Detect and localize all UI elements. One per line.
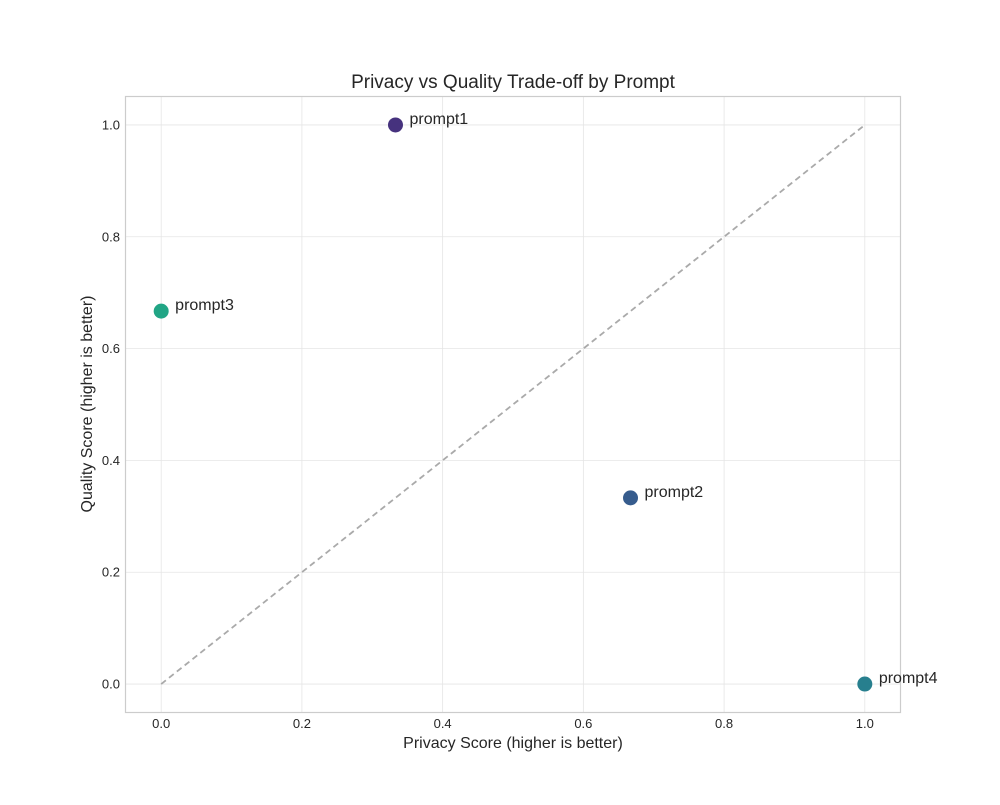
- point-label-prompt4: prompt4: [879, 670, 938, 687]
- x-tick-label: 1.0: [856, 716, 874, 731]
- diagonal-reference-line: [160, 124, 866, 685]
- y-tick-label: 1.0: [102, 117, 120, 132]
- y-tick-label: 0.2: [102, 565, 120, 580]
- reference-line-group: [160, 124, 866, 685]
- x-tick-labels: 0.0 0.2 0.4 0.6 0.8 1.0: [152, 716, 874, 731]
- grid-lines: [126, 97, 900, 712]
- chart-title: Privacy vs Quality Trade-off by Prompt: [351, 72, 676, 93]
- y-axis-label: Quality Score (higher is better): [79, 296, 96, 513]
- plot-frame: [124, 95, 902, 714]
- x-tick-label: 0.4: [434, 716, 452, 731]
- scatter-point-prompt1: [387, 117, 403, 133]
- y-tick-label: 0.4: [102, 453, 120, 468]
- scatter-point-prompt3: [153, 303, 169, 319]
- x-tick-label: 0.6: [574, 716, 592, 731]
- point-label-prompt2: prompt2: [645, 484, 704, 501]
- scatter-point-prompt2: [623, 490, 639, 506]
- data-points: prompt1 prompt2 prompt3 prompt4: [153, 111, 938, 692]
- x-tick-label: 0.2: [293, 716, 311, 731]
- scatter-point-prompt4: [857, 676, 873, 692]
- point-label-prompt1: prompt1: [409, 111, 468, 128]
- x-tick-label: 0.8: [715, 716, 733, 731]
- y-tick-labels: 0.0 0.2 0.4 0.6 0.8 1.0: [102, 117, 120, 691]
- x-axis-label: Privacy Score (higher is better): [403, 735, 623, 752]
- y-tick-label: 0.0: [102, 677, 120, 692]
- x-tick-label: 0.0: [152, 716, 170, 731]
- point-label-prompt3: prompt3: [175, 297, 234, 314]
- y-tick-label: 0.6: [102, 341, 120, 356]
- y-tick-label: 0.8: [102, 229, 120, 244]
